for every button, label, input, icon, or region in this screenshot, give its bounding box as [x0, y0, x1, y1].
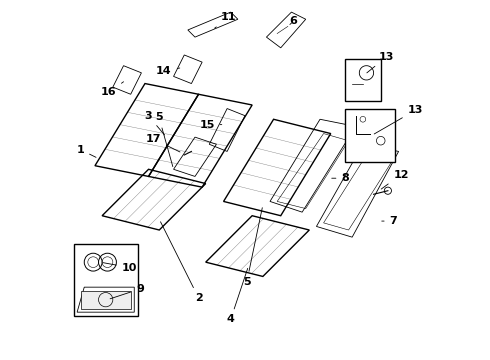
Text: 8: 8	[332, 173, 349, 183]
FancyBboxPatch shape	[81, 291, 131, 309]
Text: 5: 5	[243, 208, 262, 287]
Text: 13: 13	[374, 105, 423, 134]
FancyBboxPatch shape	[345, 109, 395, 162]
Text: 3: 3	[145, 111, 165, 135]
Text: 1: 1	[76, 145, 96, 157]
Text: 17: 17	[146, 134, 180, 152]
Text: 9: 9	[110, 284, 144, 299]
Text: 5: 5	[155, 112, 173, 167]
FancyBboxPatch shape	[345, 59, 381, 102]
Text: 10: 10	[103, 262, 137, 273]
Text: 15: 15	[199, 120, 222, 130]
Text: 11: 11	[215, 13, 237, 28]
Text: 2: 2	[161, 222, 202, 303]
Text: 4: 4	[227, 268, 247, 324]
Text: 14: 14	[156, 66, 180, 76]
Text: 12: 12	[381, 170, 409, 189]
FancyBboxPatch shape	[74, 244, 138, 316]
Text: 13: 13	[367, 52, 394, 73]
Text: 16: 16	[101, 82, 123, 98]
Text: 6: 6	[290, 16, 297, 26]
Text: 7: 7	[382, 216, 397, 226]
